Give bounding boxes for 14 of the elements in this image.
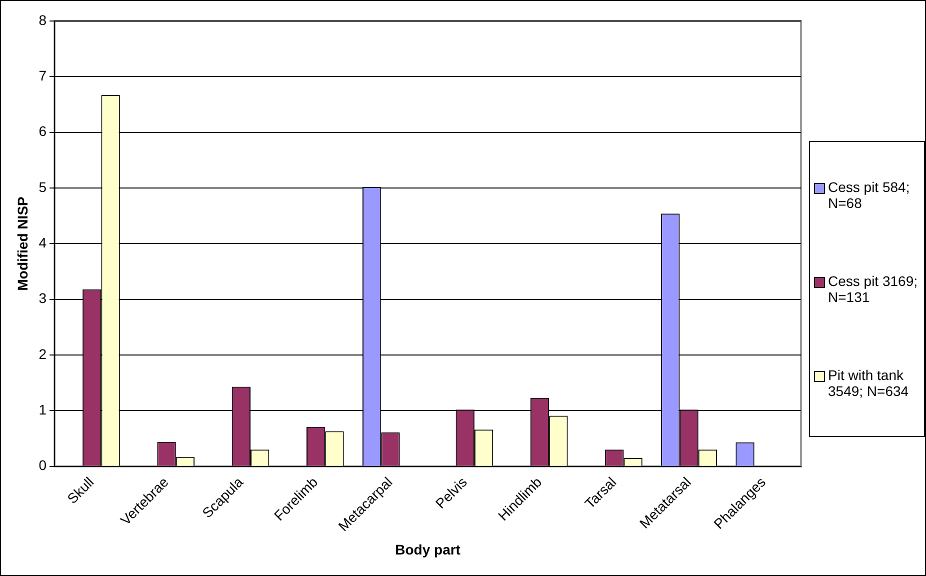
y-tick-label: 7 — [38, 68, 47, 84]
y-tick-label: 6 — [38, 123, 47, 140]
y-tick-label: 3 — [38, 290, 47, 306]
y-tick-label: 2 — [38, 346, 47, 362]
legend-label: Cess pit 584; N=68 — [828, 179, 911, 211]
legend-label: Cess pit 3169; N=131 — [828, 273, 918, 305]
y-tick-label: 4 — [38, 234, 47, 251]
y-tick-label: 8 — [38, 12, 47, 28]
legend-label: Pit with tank 3549; N=634 — [828, 367, 910, 399]
y-tick-label: 0 — [38, 457, 47, 474]
y-axis-title: Modified NISP — [14, 196, 30, 291]
y-tick-label: 5 — [38, 178, 47, 195]
x-axis-title: Body part — [395, 541, 461, 558]
y-tick-label: 1 — [38, 402, 47, 418]
